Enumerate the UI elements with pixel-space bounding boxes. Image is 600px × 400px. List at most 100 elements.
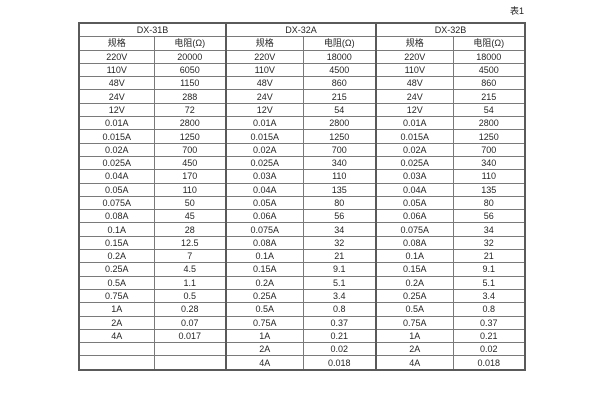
spec-cell: 0.25A: [375, 288, 454, 304]
resistance-cell: 21: [302, 249, 377, 264]
resistance-cell: 72: [153, 102, 227, 118]
table-row: 110V 6050 110V 4500 110V 4500: [78, 62, 526, 78]
table-row: 0.025A 450 0.025A 340 0.025A 340: [78, 155, 526, 171]
resistance-cell: 80: [302, 195, 377, 211]
spec-cell: 0.75A: [225, 315, 304, 330]
spec-cell: 0.075A: [78, 195, 155, 211]
resistance-cell: 0.02: [302, 342, 377, 357]
spec-cell: 0.025A: [375, 155, 454, 171]
resistance-cell: 0.02: [452, 342, 526, 357]
spec-cell: 0.5A: [375, 302, 454, 317]
spec-cell: 0.15A: [225, 262, 304, 277]
group-header-dx32a: DX-32A: [225, 22, 377, 38]
spec-cell: 2A: [225, 342, 304, 357]
spec-cell: 2A: [375, 342, 454, 357]
resistance-cell: 56: [452, 209, 526, 224]
resistance-cell: 54: [302, 102, 377, 118]
resistance-cell: 21: [452, 249, 526, 264]
resistance-cell: 700: [452, 142, 526, 157]
resistance-cell: 215: [452, 89, 526, 104]
group-header-dx31b: DX-31B: [78, 22, 227, 38]
spec-cell: 0.05A: [225, 195, 304, 211]
spec-cell: 48V: [375, 76, 454, 91]
spec-cell: 0.015A: [375, 129, 454, 144]
spec-cell: 0.075A: [225, 222, 304, 237]
spec-cell: 0.5A: [225, 302, 304, 317]
spec-cell: 0.08A: [375, 235, 454, 251]
spec-cell: [78, 355, 155, 371]
resistance-cell: 700: [153, 142, 227, 157]
resistance-cell: 9.1: [452, 262, 526, 277]
spec-cell: 4A: [225, 355, 304, 371]
column-header-resistance: 电阻(Ω): [452, 36, 526, 51]
resistance-cell: 110: [452, 169, 526, 184]
spec-cell: 0.05A: [78, 182, 155, 197]
table-row: 4A 0.017 1A 0.21 1A 0.21: [78, 328, 526, 344]
table-body: 220V 20000 220V 18000 220V 18000 110V 6050 110V 4…: [78, 49, 526, 371]
spec-cell: 0.2A: [375, 275, 454, 290]
spec-cell: 0.08A: [78, 209, 155, 224]
column-header-resistance: 电阻(Ω): [302, 36, 377, 51]
spec-cell: 0.25A: [225, 288, 304, 304]
resistance-cell: 32: [452, 235, 526, 251]
table-row: 0.075A 50 0.05A 80 0.05A 80: [78, 195, 526, 211]
table-row: 0.1A 28 0.075A 34 0.075A 34: [78, 222, 526, 237]
spec-cell: 0.075A: [375, 222, 454, 237]
spec-cell: 0.08A: [225, 235, 304, 251]
spec-cell: 4A: [78, 328, 155, 344]
table-row: 24V 288 24V 215 24V 215: [78, 89, 526, 104]
spec-cell: 48V: [225, 76, 304, 91]
spec-cell: 0.75A: [78, 288, 155, 304]
resistance-cell: 54: [452, 102, 526, 118]
resistance-cell: 18000: [302, 49, 377, 64]
resistance-cell: 700: [302, 142, 377, 157]
resistance-cell: 135: [452, 182, 526, 197]
resistance-cell: 2800: [302, 116, 377, 131]
spec-cell: 1A: [375, 328, 454, 344]
spec-cell: 0.025A: [78, 155, 155, 171]
spec-cell: 0.1A: [375, 249, 454, 264]
spec-cell: [78, 342, 155, 357]
column-header-spec: 规格: [78, 36, 155, 51]
spec-cell: 0.015A: [78, 129, 155, 144]
column-header-spec: 规格: [225, 36, 304, 51]
spec-cell: 0.2A: [78, 249, 155, 264]
spec-cell: 0.06A: [225, 209, 304, 224]
resistance-spec-table: DX-31B DX-32A DX-32B 规格 电阻(Ω) 规格 电阻(Ω) 规…: [78, 22, 527, 371]
resistance-cell: 0.37: [302, 315, 377, 330]
spec-cell: 0.5A: [78, 275, 155, 290]
table-row: 2A 0.02 2A 0.02: [78, 342, 526, 357]
table-row: 0.15A 12.5 0.08A 32 0.08A 32: [78, 235, 526, 251]
spec-cell: 220V: [78, 49, 155, 64]
table-row: 0.05A 110 0.04A 135 0.04A 135: [78, 182, 526, 197]
spec-cell: 12V: [225, 102, 304, 118]
resistance-cell: 12.5: [153, 235, 227, 251]
resistance-cell: 6050: [153, 62, 227, 78]
spec-cell: 0.03A: [375, 169, 454, 184]
spec-cell: 2A: [78, 315, 155, 330]
spec-cell: 0.2A: [225, 275, 304, 290]
table-row: 0.2A 7 0.1A 21 0.1A 21: [78, 249, 526, 264]
resistance-cell: 45: [153, 209, 227, 224]
resistance-cell: 288: [153, 89, 227, 104]
resistance-cell: 32: [302, 235, 377, 251]
resistance-cell: 0.5: [153, 288, 227, 304]
table-row: 0.25A 4.5 0.15A 9.1 0.15A 9.1: [78, 262, 526, 277]
resistance-cell: 0.28: [153, 302, 227, 317]
spec-cell: 0.1A: [225, 249, 304, 264]
spec-cell: 1A: [78, 302, 155, 317]
resistance-cell: 20000: [153, 49, 227, 64]
spec-cell: 0.02A: [375, 142, 454, 157]
spec-cell: 0.75A: [375, 315, 454, 330]
resistance-cell: 3.4: [302, 288, 377, 304]
resistance-cell: 1250: [452, 129, 526, 144]
table-row: 0.75A 0.5 0.25A 3.4 0.25A 3.4: [78, 288, 526, 304]
spec-cell: 110V: [225, 62, 304, 78]
table-header: DX-31B DX-32A DX-32B 规格 电阻(Ω) 规格 电阻(Ω) 规…: [78, 22, 526, 51]
resistance-cell: 9.1: [302, 262, 377, 277]
resistance-cell: 0.018: [452, 355, 526, 371]
spec-cell: 0.04A: [375, 182, 454, 197]
resistance-cell: 4500: [452, 62, 526, 78]
spec-cell: 110V: [375, 62, 454, 78]
